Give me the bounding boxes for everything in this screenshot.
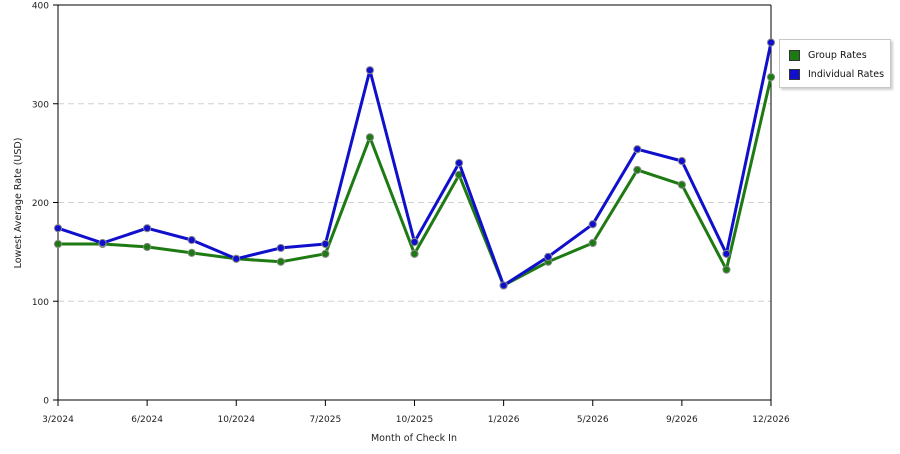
- data-point-individual-rates: [365, 66, 375, 75]
- data-point-individual-rates: [98, 238, 107, 248]
- data-point-group-rates: [143, 242, 152, 252]
- data-point-group-rates: [410, 249, 419, 258]
- data-point-individual-rates: [588, 220, 597, 229]
- data-point-group-rates: [187, 248, 196, 257]
- y-tick-label: 0: [43, 397, 49, 407]
- x-tick-label: 1/2026: [488, 415, 520, 425]
- x-tick-label: 9/2026: [666, 415, 698, 425]
- legend-swatch-individual-rates: [789, 68, 800, 80]
- data-point-individual-rates: [677, 156, 686, 166]
- legend: Group Rates Individual Rates: [779, 39, 891, 88]
- y-tick-label: 100: [32, 298, 49, 308]
- data-point-group-rates: [276, 257, 285, 266]
- legend-label-group-rates: Group Rates: [808, 49, 867, 61]
- series-lines: [53, 38, 776, 290]
- grid-lines: [58, 103, 771, 302]
- data-point-group-rates: [633, 165, 642, 175]
- legend-swatch-group-rates: [789, 49, 800, 61]
- x-tick-label: 10/2024: [218, 415, 256, 425]
- data-point-group-rates: [53, 239, 63, 249]
- y-tick-label: 300: [32, 100, 49, 110]
- data-point-individual-rates: [143, 224, 152, 233]
- tick-labels: 0 100 200 300 400 3/2024 6/2024 10/2024 7/2025 10…: [32, 2, 790, 426]
- legend-item-group-rates: Group Rates: [789, 48, 867, 62]
- data-point-individual-rates: [499, 281, 508, 290]
- data-point-individual-rates: [722, 249, 731, 258]
- legend-label-individual-rates: Individual Rates: [808, 68, 885, 80]
- x-tick-label: 6/2024: [131, 415, 163, 425]
- legend-item-individual-rates: Individual Rates: [789, 67, 884, 81]
- data-point-individual-rates: [633, 145, 642, 154]
- data-point-individual-rates: [321, 239, 330, 249]
- data-point-group-rates: [677, 180, 686, 189]
- x-tick-label: 12/2026: [752, 415, 790, 425]
- y-axis-title: Lowest Average Rate (USD): [13, 138, 24, 269]
- y-tick-label: 400: [32, 2, 49, 12]
- data-point-individual-rates: [544, 252, 553, 261]
- data-point-individual-rates: [53, 224, 63, 233]
- x-tick-label: 10/2025: [396, 415, 433, 425]
- x-axis-title: Month of Check In: [371, 433, 457, 444]
- x-tick-label: 3/2024: [42, 415, 74, 425]
- x-tick-label: 5/2026: [577, 415, 609, 425]
- axes: [53, 4, 772, 406]
- x-tick-label: 7/2025: [310, 415, 342, 425]
- data-point-group-rates: [766, 72, 776, 82]
- data-point-individual-rates: [766, 38, 776, 47]
- data-point-group-rates: [722, 265, 731, 274]
- data-point-individual-rates: [276, 243, 285, 253]
- data-point-individual-rates: [410, 237, 419, 247]
- data-point-group-rates: [321, 249, 330, 258]
- data-point-individual-rates: [454, 158, 464, 168]
- data-point-individual-rates: [187, 235, 196, 245]
- data-point-group-rates: [365, 133, 375, 142]
- data-point-individual-rates: [232, 254, 241, 263]
- y-tick-label: 200: [32, 199, 49, 209]
- data-point-group-rates: [588, 238, 597, 248]
